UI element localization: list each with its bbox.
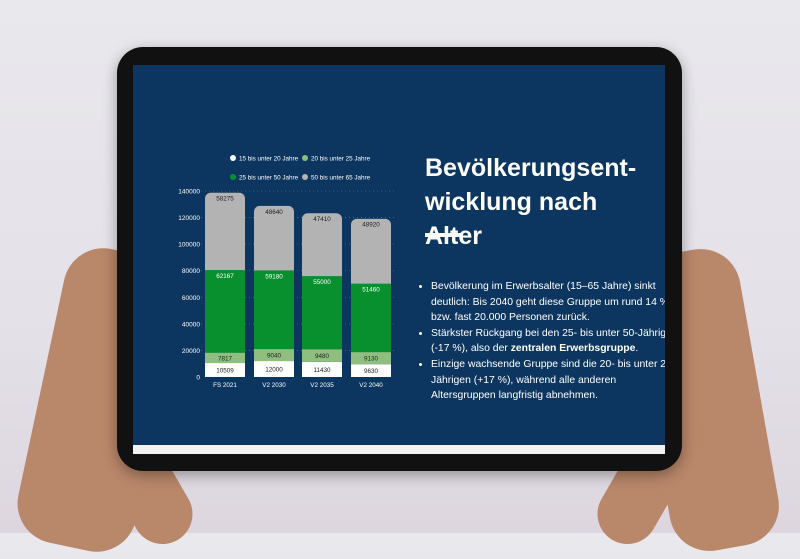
title-line-1: Bevölkerungsent- [425, 154, 637, 182]
bullet-list: Bevölkerung im Erwerbsalter (15–65 Jahre… [417, 279, 665, 404]
y-tick-label: 100000 [178, 242, 200, 249]
bar-segment [351, 283, 391, 353]
legend-label: 20 bis unter 25 Jahre [311, 156, 371, 163]
legend-marker [230, 174, 236, 180]
bullet-text: Stärkster Rückgang bei den 25- bis unter… [431, 327, 665, 355]
legend-label: 25 bis unter 50 Jahre [239, 175, 299, 182]
y-tick-label: 0 [196, 375, 200, 382]
bar-segment [302, 361, 342, 377]
data-label: 62167 [216, 273, 234, 280]
bar-segment [351, 352, 391, 365]
data-label: 9130 [364, 356, 379, 363]
bullet-item: Bevölkerung im Erwerbsalter (15–65 Jahre… [431, 279, 665, 326]
data-label: 7817 [218, 355, 233, 362]
legend-marker [302, 155, 308, 161]
bullet-item: Einzige wachsende Gruppe sind die 20- bi… [431, 357, 665, 404]
y-tick-label: 140000 [178, 189, 200, 196]
bar-segment [351, 218, 391, 284]
y-tick-label: 20000 [182, 348, 200, 355]
data-label: 58275 [216, 196, 234, 203]
data-label: 47410 [313, 216, 331, 223]
data-label: 9630 [364, 368, 379, 375]
bar-segment [302, 349, 342, 362]
bar-segment [254, 205, 294, 271]
stacked-bar-chart: 0 20000 40000 60000 80000 100000 120000 140000 1… [178, 155, 395, 389]
x-tick-label: FS 2021 [213, 382, 237, 389]
bullet-bold-text: zentralen Erwerbsgruppe [510, 343, 636, 355]
slide-screen: 0 20000 40000 60000 80000 100000 120000 140000 1… [133, 65, 665, 445]
screen-bottom-bar [133, 445, 665, 454]
legend-label: 50 bis unter 65 Jahre [311, 175, 371, 182]
data-label: 9040 [267, 353, 282, 360]
title-line-2: wicklung nach Alter [425, 188, 598, 250]
data-label: 11430 [313, 367, 331, 374]
bullet-text: . [635, 343, 639, 355]
bar-segment [302, 276, 342, 350]
bar-segment [351, 364, 391, 377]
data-label: 10509 [216, 368, 234, 375]
data-label: 55000 [313, 279, 331, 286]
x-tick-label: V2 2030 [262, 382, 286, 389]
x-tick-label: V2 2040 [359, 382, 383, 389]
y-tick-label: 80000 [182, 268, 200, 275]
legend-marker [230, 155, 236, 161]
bar-segment [254, 349, 294, 362]
bar-segment [254, 361, 294, 377]
data-label: 48920 [362, 222, 380, 229]
bar-segment [205, 363, 245, 377]
y-tick-label: 120000 [178, 215, 200, 222]
data-label: 51460 [362, 287, 380, 294]
title-underline [425, 233, 461, 237]
bar-segment [302, 213, 342, 277]
legend-label: 15 bis unter 20 Jahre [239, 156, 299, 163]
data-label: 48640 [265, 209, 283, 216]
data-label: 59180 [265, 273, 283, 280]
bar-segment [205, 192, 245, 271]
bar-segment [205, 352, 245, 364]
legend-marker [302, 174, 308, 180]
x-tick-label: V2 2035 [310, 382, 334, 389]
slide-title: Bevölkerungsent- wicklung nach Alter [425, 151, 655, 253]
y-tick-label: 40000 [182, 321, 200, 328]
bullet-item: Stärkster Rückgang bei den 25- bis unter… [431, 326, 665, 357]
bar-segment [254, 270, 294, 350]
y-tick-label: 60000 [182, 295, 200, 302]
data-label: 12000 [265, 367, 283, 374]
bar-segment [205, 270, 245, 353]
data-label: 9480 [315, 353, 330, 360]
